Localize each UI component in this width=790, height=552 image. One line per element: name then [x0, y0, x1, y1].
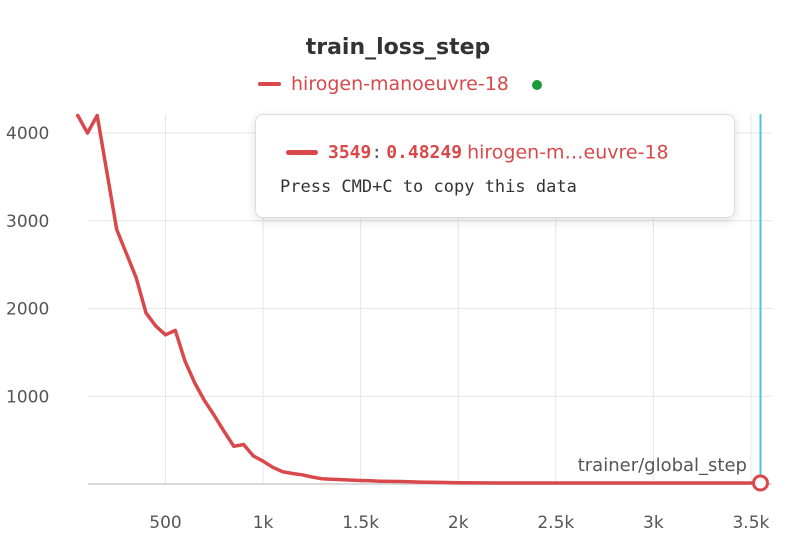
- x-tick-label: 1k: [253, 513, 274, 533]
- tooltip-row: 3549: 0.48249 hirogen-m…euvre-18: [286, 141, 669, 164]
- run-status-dot: [532, 80, 542, 90]
- tooltip-separator: :: [371, 142, 383, 164]
- x-axis-label: trainer/global_step: [578, 455, 747, 476]
- x-tick-label: 1.5k: [342, 513, 379, 533]
- x-tick-label: 500: [149, 513, 181, 533]
- y-axis-ticks: 1000 2000 3000 4000: [6, 124, 49, 407]
- legend[interactable]: hirogen-manoeuvre-18: [258, 73, 542, 95]
- x-tick-label: 2k: [448, 513, 469, 533]
- y-tick-label: 1000: [6, 387, 49, 407]
- hover-tooltip: 3549: 0.48249 hirogen-m…euvre-18 Press CMD…: [255, 114, 735, 218]
- chart-title: train_loss_step: [306, 35, 491, 60]
- y-tick-label: 4000: [6, 124, 49, 144]
- y-tick-label: 2000: [6, 300, 49, 320]
- x-axis-ticks: 500 1k 1.5k 2k 2.5k 3k 3.5k: [149, 513, 769, 533]
- legend-series-name[interactable]: hirogen-manoeuvre-18: [291, 73, 509, 95]
- hover-marker[interactable]: [752, 474, 769, 492]
- tooltip-value: 0.48249: [386, 142, 463, 164]
- tooltip-copy-hint: Press CMD+C to copy this data: [280, 177, 577, 197]
- x-tick-label: 3k: [643, 513, 664, 533]
- tooltip-series-swatch: [286, 150, 318, 156]
- tooltip-step: 3549: [328, 142, 372, 164]
- tooltip-series-name: hirogen-m…euvre-18: [467, 141, 669, 164]
- series-line-hirogen-manoeuvre-18[interactable]: [75, 113, 763, 485]
- x-tick-label: 2.5k: [537, 513, 574, 533]
- y-tick-label: 3000: [6, 212, 49, 232]
- x-tick-label: 3.5k: [732, 513, 769, 533]
